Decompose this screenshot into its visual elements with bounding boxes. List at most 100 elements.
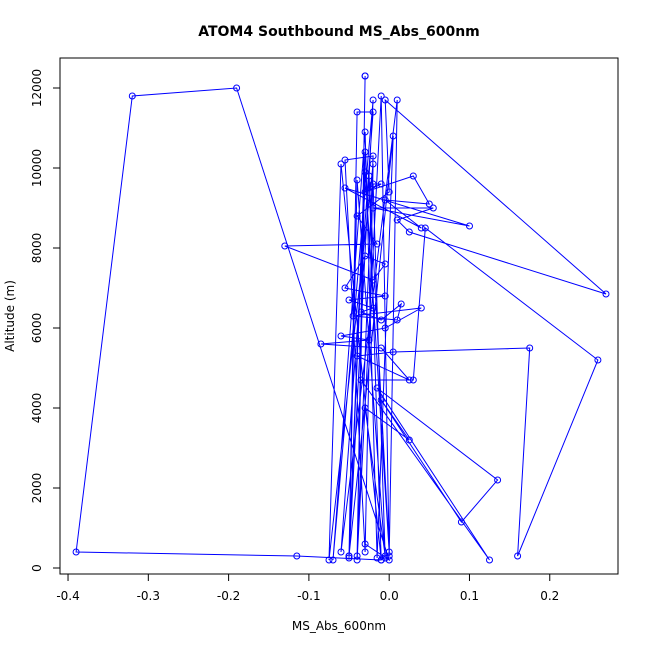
data-point [526, 344, 534, 352]
data-point [373, 240, 381, 248]
data-point [389, 348, 397, 356]
chart-title: ATOM4 Southbound MS_Abs_600nm [198, 24, 480, 40]
data-point [281, 242, 289, 250]
data-point [381, 196, 389, 204]
data-point [377, 396, 385, 404]
data-point [128, 92, 136, 100]
data-point [345, 554, 353, 562]
data-point [361, 128, 369, 136]
x-axis: -0.4 -0.3 -0.2 -0.1 0.0 0.1 0.2 [56, 573, 559, 603]
data-point [486, 556, 493, 564]
data-point [405, 376, 413, 384]
data-point [393, 216, 401, 224]
x-tick-label: -0.3 [137, 589, 160, 603]
data-point [361, 148, 369, 156]
data-point [466, 222, 473, 230]
data-point [345, 552, 353, 560]
data-point [337, 332, 345, 340]
data-point [377, 92, 385, 100]
data-point [369, 204, 377, 212]
y-axis-label: Altitude (m) [3, 280, 17, 352]
data-point [345, 296, 353, 304]
data-point [389, 132, 397, 140]
data-point [381, 260, 389, 268]
data-point [385, 552, 393, 560]
x-tick-label: 0.1 [460, 589, 479, 603]
data-point [381, 96, 389, 104]
data-point [353, 352, 361, 360]
data-point [353, 552, 361, 560]
x-tick-label: 0.2 [540, 589, 559, 603]
data-point [514, 552, 522, 560]
y-tick-label: 4000 [30, 393, 44, 424]
data-point [373, 554, 381, 562]
data-point [349, 312, 357, 320]
data-point [353, 212, 361, 220]
x-axis-label: MS_Abs_600nm [292, 619, 386, 633]
data-point [393, 96, 401, 104]
data-point [361, 404, 369, 412]
data-point [369, 152, 377, 160]
data-point [353, 556, 361, 564]
data-point [417, 224, 425, 232]
data-point [457, 518, 465, 526]
data-point [369, 160, 377, 168]
data-point [381, 554, 389, 562]
data-point [377, 180, 385, 188]
data-point [405, 228, 413, 236]
y-axis: 0 2000 4000 6000 8000 10000 12000 [30, 69, 61, 572]
data-point [357, 308, 365, 316]
data-point [369, 96, 377, 104]
data-point [341, 184, 349, 192]
data-point [317, 340, 325, 348]
data-point [494, 476, 502, 484]
data-point [337, 548, 345, 556]
data-point [233, 84, 241, 92]
data-point [385, 548, 393, 556]
data-point [337, 160, 345, 168]
data-point [385, 188, 393, 196]
data-point [361, 540, 369, 548]
data-point [421, 224, 429, 232]
data-point [369, 276, 377, 284]
data-point [397, 300, 405, 308]
data-point [357, 376, 365, 384]
data-point [365, 172, 373, 180]
data-point [361, 252, 369, 260]
data-point [381, 324, 389, 332]
y-tick-label: 10000 [30, 149, 44, 187]
data-point [341, 156, 349, 164]
data-point [353, 176, 361, 184]
data-point [425, 200, 433, 208]
y-tick-label: 6000 [30, 313, 44, 344]
data-point [325, 556, 333, 564]
data-point [361, 72, 369, 80]
data-point [369, 180, 377, 188]
data-point [373, 384, 381, 392]
data-point [377, 556, 385, 564]
data-point [405, 436, 413, 444]
y-tick-label: 12000 [30, 69, 44, 107]
data-point [72, 548, 80, 556]
y-tick-label: 0 [30, 564, 44, 572]
data-point [329, 556, 337, 564]
data-point [377, 344, 385, 352]
data-point [341, 284, 349, 292]
data-point [365, 336, 373, 344]
data-point [417, 304, 425, 312]
data-point [602, 290, 610, 298]
x-tick-label: -0.4 [56, 589, 79, 603]
data-series-line [75, 75, 607, 562]
data-point [385, 556, 393, 564]
x-tick-label: -0.2 [217, 589, 240, 603]
data-point [429, 204, 437, 212]
data-point [409, 376, 417, 384]
data-series-points [72, 72, 610, 564]
data-point [361, 188, 369, 196]
series-line [75, 75, 607, 562]
y-tick-label: 2000 [30, 473, 44, 504]
x-tick-label: 0.0 [380, 589, 399, 603]
data-point [369, 304, 377, 312]
x-tick-label: -0.1 [297, 589, 320, 603]
data-point [353, 108, 361, 116]
